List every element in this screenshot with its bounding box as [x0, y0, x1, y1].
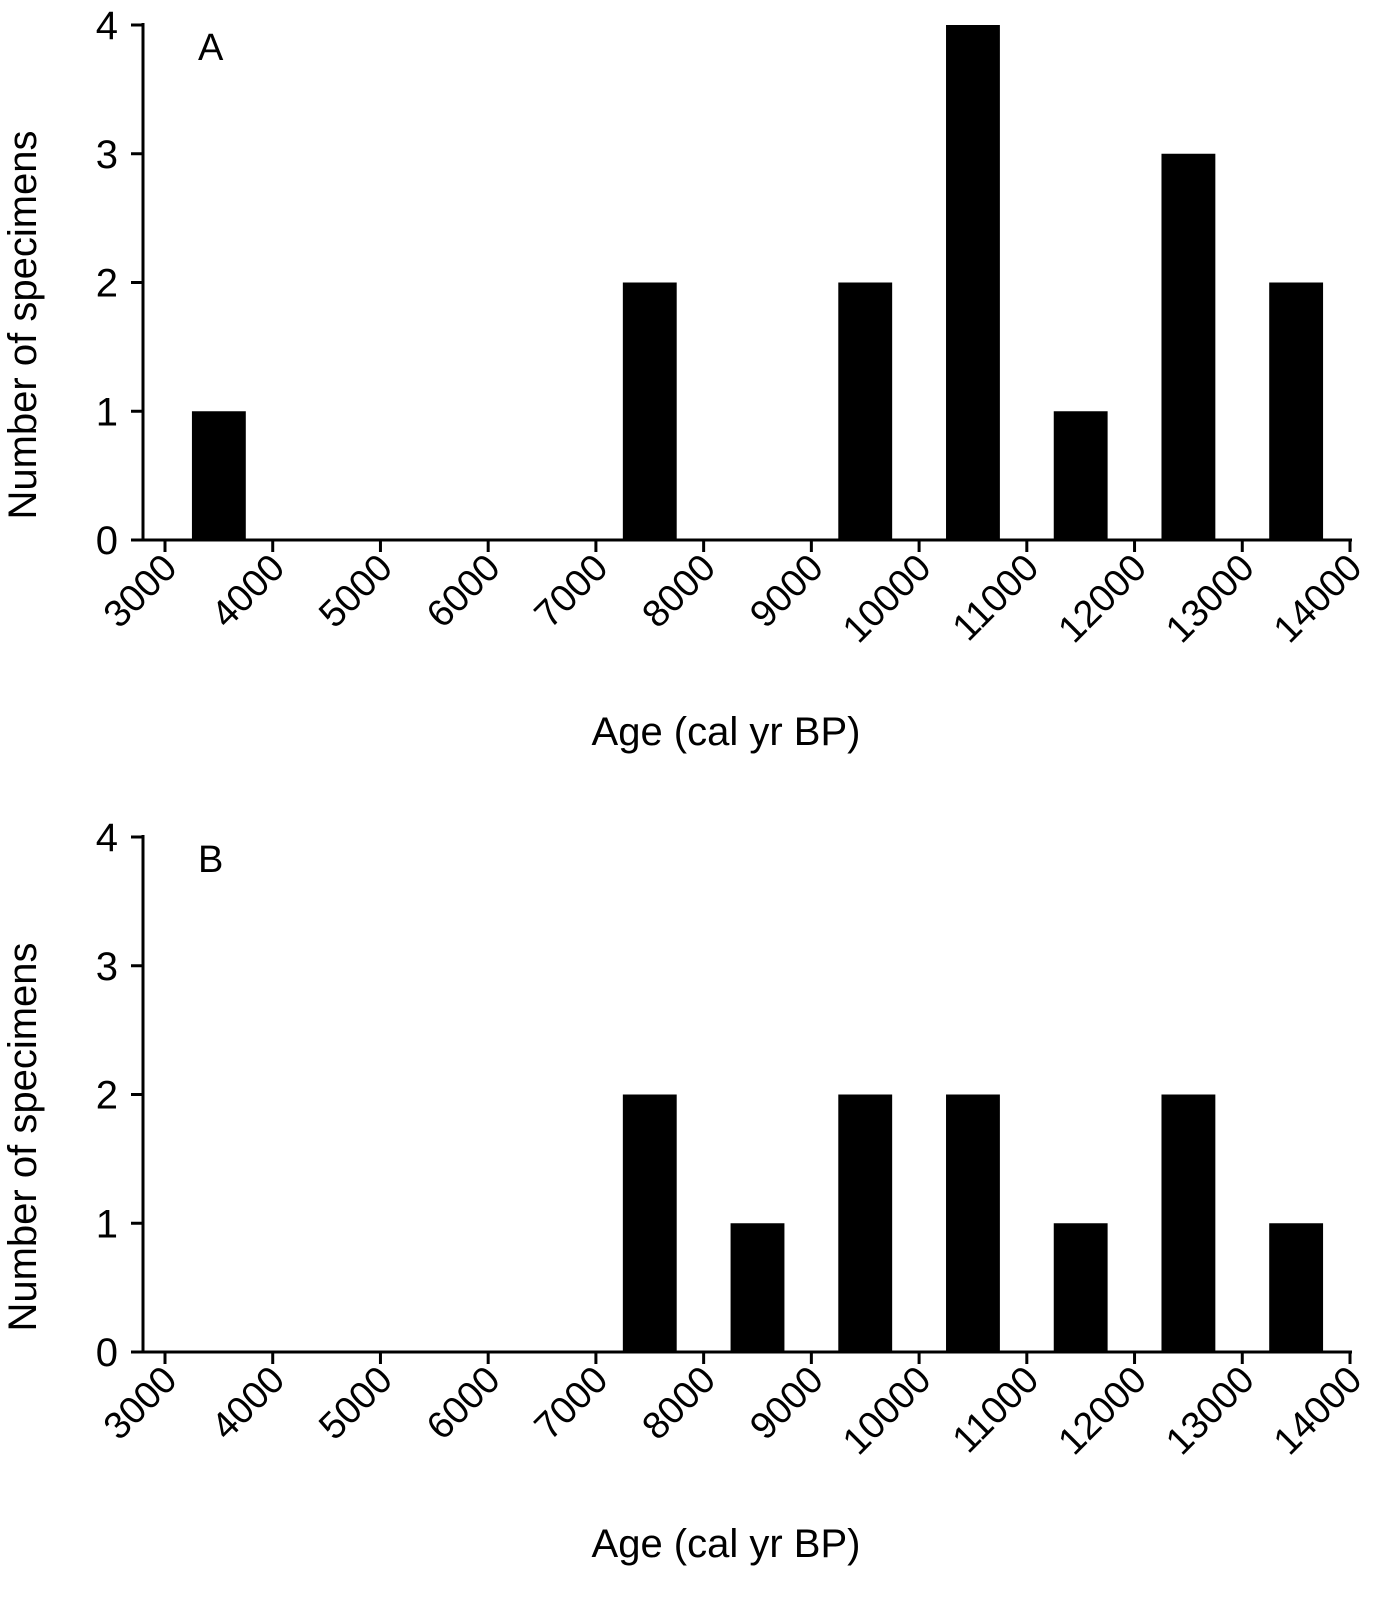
bar [730, 1223, 785, 1352]
bar [1161, 153, 1216, 540]
bar [1269, 282, 1324, 540]
x-tick-label: 6000 [419, 547, 508, 636]
y-tick-label: 2 [96, 262, 118, 306]
x-tick-label: 11000 [945, 1359, 1047, 1461]
panel-label: B [198, 839, 223, 881]
y-tick-label: 3 [96, 133, 118, 177]
y-tick-label: 2 [96, 1074, 118, 1118]
y-axis-label: Number of specimens [1, 130, 45, 519]
bar [946, 1094, 1000, 1352]
bar [1053, 411, 1108, 540]
bar [1053, 1223, 1108, 1352]
x-tick-label: 10000 [835, 1359, 939, 1463]
y-axis-label: Number of specimens [1, 942, 45, 1331]
y-tick-label: 4 [96, 816, 118, 860]
bar [622, 282, 677, 540]
x-tick-label: 7000 [527, 1359, 616, 1448]
bar [1161, 1094, 1216, 1352]
y-tick-label: 3 [96, 945, 118, 989]
x-tick-label: 5000 [311, 1359, 400, 1448]
x-tick-label: 14000 [1266, 1359, 1370, 1463]
bar [622, 1094, 677, 1352]
x-tick-label: 5000 [311, 547, 400, 636]
x-tick-label: 8000 [635, 547, 724, 636]
x-tick-label: 6000 [419, 1359, 508, 1448]
bar [838, 1094, 893, 1352]
bar [838, 282, 893, 540]
y-tick-label: 1 [96, 390, 118, 434]
x-tick-label: 7000 [527, 547, 616, 636]
y-tick-label: 0 [96, 519, 118, 563]
x-tick-label: 12000 [1050, 1359, 1154, 1463]
x-axis-label: Age (cal yr BP) [592, 1522, 861, 1566]
x-tick-label: 14000 [1266, 547, 1370, 651]
x-axis-label: Age (cal yr BP) [592, 710, 861, 754]
y-tick-label: 1 [96, 1202, 118, 1246]
bar [1269, 1223, 1324, 1352]
x-tick-label: 4000 [204, 547, 293, 636]
x-tick-label: 12000 [1050, 547, 1154, 651]
bar [191, 411, 246, 540]
x-tick-label: 13000 [1158, 1359, 1262, 1463]
panel-label: A [198, 27, 224, 69]
x-tick-label: 8000 [635, 1359, 724, 1448]
x-tick-label: 4000 [204, 1359, 293, 1448]
x-tick-label: 9000 [742, 547, 831, 636]
y-tick-label: 0 [96, 1331, 118, 1375]
x-tick-label: 9000 [742, 1359, 831, 1448]
y-tick-label: 4 [96, 4, 118, 48]
x-tick-label: 11000 [945, 547, 1047, 649]
x-tick-label: 13000 [1158, 547, 1262, 651]
bar [946, 25, 1000, 540]
x-tick-label: 10000 [835, 547, 939, 651]
